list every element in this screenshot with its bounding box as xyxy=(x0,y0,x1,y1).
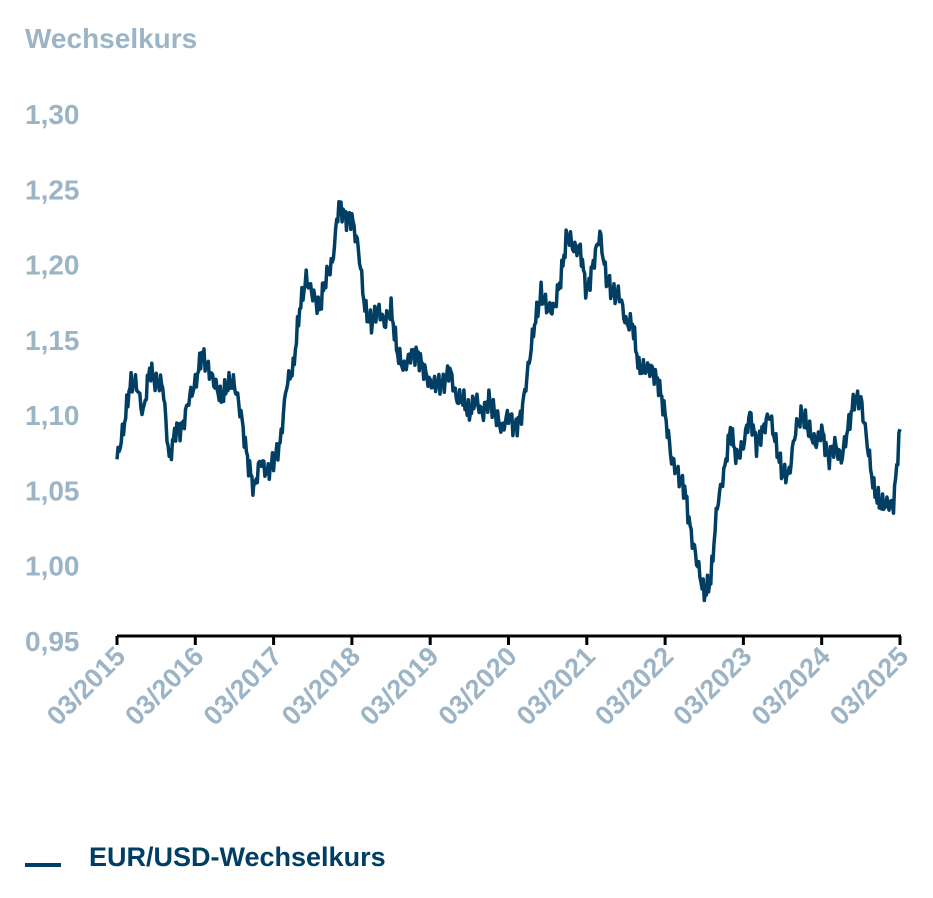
x-tick-label: 03/2021 xyxy=(511,641,601,731)
series-line-eur-usd xyxy=(115,200,902,603)
y-tick-label: 1,30 xyxy=(25,99,80,130)
y-tick-label: 1,15 xyxy=(25,325,80,356)
x-tick-label: 03/2016 xyxy=(119,641,209,731)
y-tick-labels: 1,30 1,25 1,20 1,15 1,10 1,05 1,00 0,95 xyxy=(25,99,80,657)
y-tick-label: 1,10 xyxy=(25,400,80,431)
x-tick-label: 03/2022 xyxy=(589,641,679,731)
x-tick-label: 03/2019 xyxy=(354,641,444,731)
y-axis-title: Wechselkurs xyxy=(25,23,197,54)
x-tick-label: 03/2024 xyxy=(746,641,836,731)
series-layer xyxy=(115,200,902,603)
y-tick-label: 1,00 xyxy=(25,551,80,582)
x-tick-label: 03/2025 xyxy=(824,641,914,731)
x-tick-label: 03/2017 xyxy=(198,641,288,731)
y-tick-label: 1,05 xyxy=(25,475,80,506)
legend-label: EUR/USD-Wechselkurs xyxy=(89,842,386,872)
x-axis: 03/201503/201603/201703/201803/201903/20… xyxy=(41,634,914,731)
y-tick-label: 0,95 xyxy=(25,626,80,657)
legend: EUR/USD-Wechselkurs xyxy=(25,842,386,873)
y-tick-label: 1,25 xyxy=(25,174,80,205)
y-tick-label: 1,20 xyxy=(25,250,80,281)
legend-swatch xyxy=(25,862,61,867)
x-tick-label: 03/2023 xyxy=(667,641,757,731)
x-tick-label: 03/2020 xyxy=(433,641,523,731)
x-tick-label: 03/2018 xyxy=(276,641,366,731)
